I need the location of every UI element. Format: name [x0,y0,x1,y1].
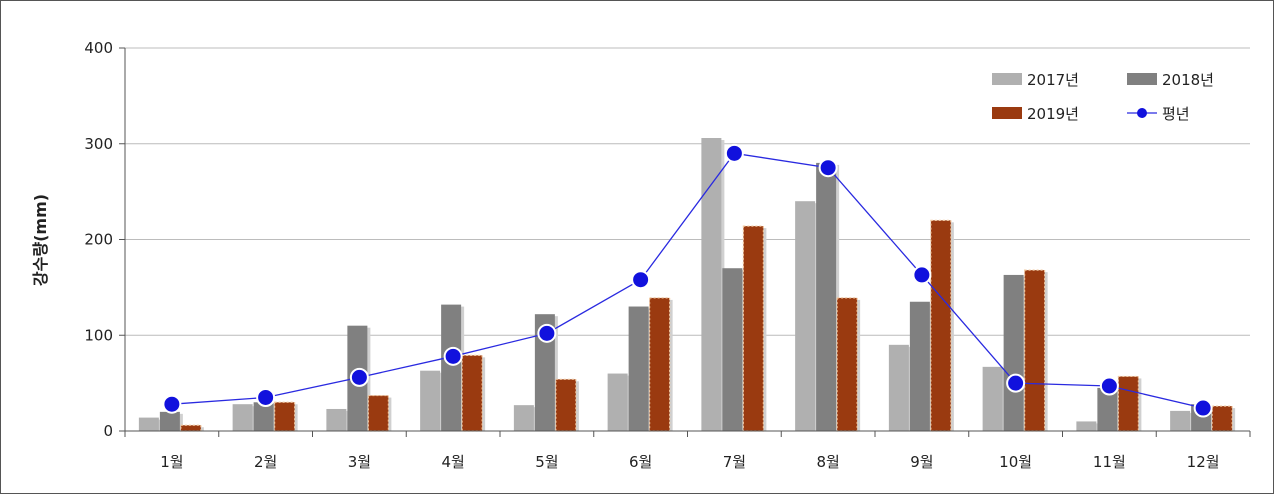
bar-2017년-6월 [607,373,628,431]
bar-2019년-7월 [742,225,764,432]
x-tick-label: 11월 [1093,453,1126,471]
legend-label-2017년: 2017년 [1027,71,1079,89]
bar-2018년-4월 [441,304,462,431]
legend-swatch-2019년 [992,107,1022,119]
bar-2017년-12월 [1170,410,1191,431]
x-tick-label: 5월 [535,453,558,471]
y-tick-label: 100 [84,326,113,344]
bar-2019년-8월 [836,297,858,432]
bar-2019년-9월 [930,219,952,432]
normal-line [171,152,1204,409]
bar-2018년-6월 [628,306,649,431]
y-axis-label: 강수량(mm) [31,194,50,286]
bar-2017년-7월 [701,138,722,431]
bar-2019년-11월 [1117,375,1139,432]
bar-2017년-2월 [232,404,253,431]
y-tick-label: 400 [84,39,113,57]
x-tick-label: 10월 [999,453,1032,471]
legend-swatch-2018년 [1127,73,1157,85]
bar-2018년-1월 [159,411,180,431]
bar-2017년-8월 [795,201,816,431]
x-tick-label: 4월 [441,453,464,471]
bar-2019년-3월 [367,394,389,432]
normal-point-8월 [818,158,838,178]
bar-2018년-7월 [722,268,743,431]
x-tick-label: 7월 [723,453,746,471]
legend-label-2019년: 2019년 [1027,105,1079,123]
x-tick-label: 3월 [348,453,371,471]
x-tick-label: 12월 [1187,453,1220,471]
normal-point-9월 [912,265,932,285]
normal-point-1월 [162,394,182,414]
x-tick-label: 1월 [160,453,183,471]
bar-2018년-11월 [1097,387,1118,431]
bar-2017년-1월 [138,417,159,431]
normal-point-4월 [443,346,463,366]
y-tick-label: 0 [103,422,113,440]
bar-2019년-2월 [274,401,296,432]
normal-point-2월 [256,387,276,407]
normal-point-6월 [631,270,651,290]
bar-2018년-5월 [534,314,555,431]
bars [138,138,1236,432]
bar-2019년-12월 [1211,405,1233,432]
x-tick-label: 6월 [629,453,652,471]
bar-2017년-9월 [888,344,909,431]
normal-line-series [162,143,1213,418]
bar-2018년-10월 [1003,274,1024,431]
x-tick-label: 9월 [910,453,933,471]
bar-2018년-8월 [816,162,837,431]
bar-2018년-9월 [909,301,930,431]
legend: 2017년 2018년 2019년 평년 [992,71,1214,123]
bar-2019년-6월 [649,297,671,432]
gridlines [125,47,1250,432]
legend-marker [1137,108,1147,118]
normal-point-5월 [537,323,557,343]
legend-label-2018년: 2018년 [1162,71,1214,89]
x-tick-label: 2월 [254,453,277,471]
bar-2019년-10월 [1024,269,1046,432]
y-tick-label: 200 [84,231,113,249]
axes [119,47,1251,437]
normal-point-11월 [1099,376,1119,396]
bar-2019년-5월 [555,378,577,432]
bar-2017년-11월 [1076,421,1097,431]
bar-2018년-2월 [253,402,274,431]
legend-label-평년: 평년 [1162,105,1190,123]
y-tick-label: 300 [84,135,113,153]
bar-2017년-4월 [420,370,441,431]
y-tick-labels: 0 100 200 300 400 [84,39,113,440]
bar-2017년-5월 [513,405,534,431]
normal-point-10월 [1006,373,1026,393]
x-tick-labels: 1월 2월 3월 4월 5월 6월 7월 8월 9월 10월 11월 12월 [160,453,1219,471]
bar-2019년-1월 [180,424,202,432]
normal-point-3월 [349,367,369,387]
bar-2017년-3월 [326,408,347,431]
legend-swatch-2017년 [992,73,1022,85]
bar-2017년-10월 [982,366,1003,431]
x-tick-label: 8월 [816,453,839,471]
normal-point-7월 [724,143,744,163]
normal-point-12월 [1193,398,1213,418]
bar-2019년-4월 [461,354,483,432]
